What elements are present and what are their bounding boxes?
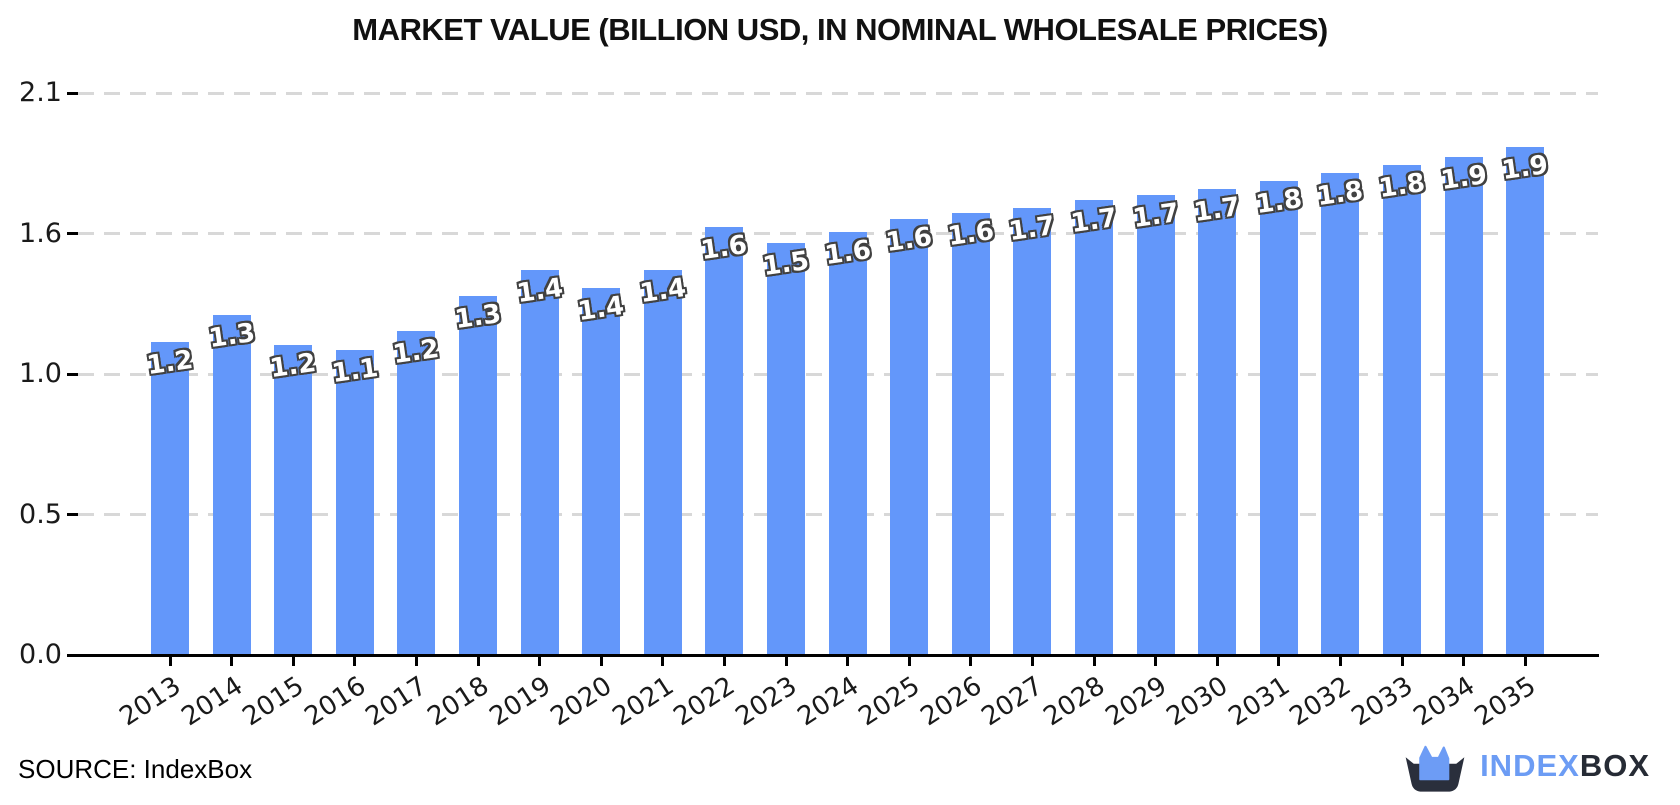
bar-2032	[1321, 173, 1360, 655]
x-tick-mark-2030	[1215, 657, 1219, 666]
y-tick-mark-1.6	[67, 232, 78, 235]
bar-2027	[1013, 208, 1052, 655]
x-tick-mark-2017	[414, 657, 418, 666]
bar-value-label-2015: 1.2	[268, 347, 319, 384]
x-tick-mark-2032	[1338, 657, 1342, 666]
y-tick-mark-1.0	[67, 372, 78, 376]
bar-2015	[274, 344, 313, 655]
gridline-2.1	[78, 91, 1598, 95]
x-tick-mark-2016	[353, 657, 357, 666]
bar-value-label-2016: 1.1	[329, 352, 380, 389]
bar-2020	[582, 288, 621, 655]
x-tick-mark-2022	[722, 657, 726, 666]
bar-value-label-2013: 1.2	[145, 344, 195, 381]
bar-2030	[1198, 189, 1237, 655]
source-caption: SOURCE: IndexBox	[18, 754, 253, 784]
brand-text-index: INDEX	[1480, 748, 1580, 783]
bar-2014	[212, 315, 251, 655]
x-tick-mark-2034	[1462, 657, 1466, 666]
bar-2029	[1136, 194, 1175, 655]
x-tick-mark-2028	[1092, 657, 1096, 666]
y-tick-label-2.1: 2.1	[19, 77, 62, 108]
bar-2034	[1444, 157, 1483, 655]
y-tick-label-0.5: 0.5	[19, 498, 62, 530]
bar-2018	[459, 296, 497, 655]
x-tick-mark-2027	[1030, 657, 1034, 666]
bar-2021	[643, 269, 682, 655]
bar-value-label-2029: 1.7	[1130, 197, 1181, 234]
x-tick-mark-2013	[168, 657, 172, 666]
plot-area: 1.2 1.3 1.2 1.1 1.2 1.3 1.4 1.4 1.4 1.6 1.5 1.6 1.6 1…	[78, 91, 1598, 655]
bar-value-label-2019: 1.4	[514, 272, 565, 309]
x-axis-line	[78, 654, 1599, 657]
bar-value-label-2023: 1.5	[761, 245, 811, 282]
x-tick-mark-2014	[230, 657, 234, 666]
y-tick-mark-0.0	[67, 653, 78, 657]
y-tick-label-1.6: 1.6	[19, 217, 62, 249]
bar-2023	[767, 242, 805, 655]
bar-2024	[828, 232, 867, 655]
bar-value-label-2021: 1.4	[637, 272, 688, 309]
x-tick-mark-2033	[1400, 657, 1404, 666]
x-tick-mark-2018	[476, 657, 480, 666]
bar-value-label-2035: 1.9	[1500, 149, 1551, 186]
y-tick-label-1.0: 1.0	[19, 358, 62, 389]
y-tick-mark-2.1	[67, 91, 78, 95]
x-tick-mark-2031	[1277, 657, 1281, 666]
x-tick-mark-2025	[907, 657, 911, 666]
bar-value-label-2025: 1.6	[884, 221, 935, 258]
x-tick-mark-2020	[599, 657, 603, 666]
x-tick-mark-2029	[1154, 657, 1158, 666]
x-tick-mark-2035	[1523, 657, 1527, 666]
bar-2022	[705, 226, 744, 655]
bar-2013	[151, 341, 189, 655]
x-tick-mark-2024	[846, 657, 850, 666]
bar-2028	[1075, 200, 1113, 655]
x-tick-mark-2021	[661, 657, 665, 666]
y-tick-mark-0.5	[67, 513, 78, 516]
y-tick-label-0.0: 0.0	[19, 639, 62, 670]
x-tick-mark-2026	[969, 657, 973, 666]
brand-logo: INDEXBOX	[1402, 736, 1650, 796]
bar-2017	[397, 331, 436, 655]
bar-2035	[1506, 146, 1545, 655]
bar-2016	[335, 349, 374, 655]
bar-value-label-2014: 1.3	[206, 318, 257, 355]
chart-title: MARKET VALUE (BILLION USD, IN NOMINAL WH…	[352, 12, 1328, 47]
brand-logo-text: INDEXBOX	[1480, 736, 1650, 796]
bar-2025	[890, 218, 929, 655]
bar-2026	[951, 213, 990, 655]
bar-value-label-2028: 1.7	[1069, 202, 1119, 240]
bar-2033	[1383, 165, 1421, 655]
brand-text-box: BOX	[1579, 748, 1650, 783]
x-tick-mark-2019	[538, 657, 542, 666]
bar-value-label-2022: 1.6	[699, 229, 750, 266]
x-tick-mark-2015	[291, 657, 295, 666]
indexbox-logo-icon	[1405, 745, 1465, 792]
bar-2031	[1259, 181, 1298, 655]
bar-2019	[520, 269, 559, 655]
x-tick-mark-2023	[784, 657, 788, 666]
